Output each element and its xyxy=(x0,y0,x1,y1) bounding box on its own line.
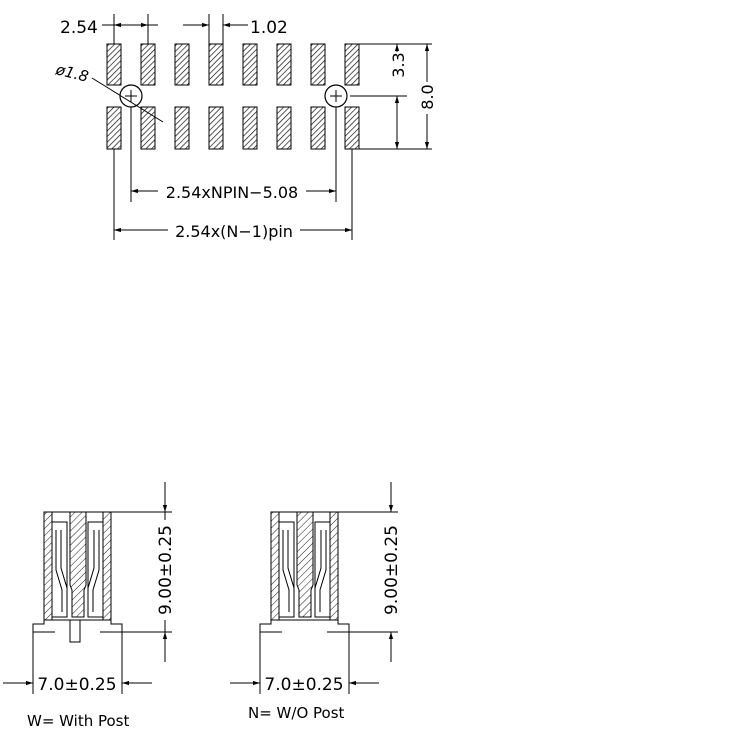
post-hole-left xyxy=(119,84,143,108)
foot-right xyxy=(100,620,123,633)
overall-height-label: 8.0 xyxy=(418,84,437,109)
housing-wall-left xyxy=(43,511,53,621)
contact-right xyxy=(319,530,327,612)
diameter-label: ø1.8 xyxy=(53,60,90,86)
board-post xyxy=(69,619,81,643)
pad xyxy=(276,43,292,86)
foot-left xyxy=(259,620,282,633)
diameter-leader xyxy=(91,77,164,123)
contact-left xyxy=(282,530,290,612)
pad xyxy=(242,43,258,86)
row-spacing-label: 3.3 xyxy=(389,52,408,77)
pad xyxy=(174,106,190,150)
height-label-w: 9.00±0.25 xyxy=(156,525,176,615)
post-span-dimension xyxy=(130,107,337,202)
pad xyxy=(208,106,224,150)
pad-row-bottom xyxy=(106,106,360,150)
caption-without-post: N= W/O Post xyxy=(248,704,345,722)
height-label-n: 9.00±0.25 xyxy=(382,525,402,615)
post-hole-right xyxy=(324,84,348,108)
overall-span-dimension xyxy=(113,149,353,240)
pad xyxy=(276,106,292,150)
pad xyxy=(106,106,122,150)
width-dimension-w xyxy=(3,632,152,694)
center-rib xyxy=(69,511,87,618)
width-dimension-n xyxy=(230,632,379,694)
pad xyxy=(106,43,122,86)
width-label-w: 7.0±0.25 xyxy=(37,675,116,695)
pad-width-label: 1.02 xyxy=(250,18,288,38)
pad xyxy=(174,43,190,86)
post-span-label: 2.54xNPIN−5.08 xyxy=(166,183,298,202)
foot-right xyxy=(327,620,350,633)
overall-span-label: 2.54x(N−1)pin xyxy=(175,222,293,241)
height-dimension-w xyxy=(111,482,172,662)
center-rib xyxy=(296,511,314,618)
height-dimension-n xyxy=(338,482,398,662)
pad xyxy=(208,43,224,86)
pad xyxy=(344,43,360,86)
pad xyxy=(242,106,258,150)
pad-width-dimension xyxy=(183,14,248,44)
pad xyxy=(140,43,156,86)
housing-wall-left xyxy=(270,511,280,621)
pad xyxy=(310,106,326,150)
foot-left xyxy=(32,620,55,633)
pitch-dimension xyxy=(102,14,158,44)
pad xyxy=(310,43,326,86)
pad xyxy=(140,106,156,150)
housing-wall-right xyxy=(102,511,112,621)
top-view: 2.54 1.02 ø1.8 3.3 8.0 xyxy=(53,14,437,241)
pad-row-top xyxy=(106,43,360,86)
side-view-without-post: 9.00±0.25 7.0±0.25 N= W/O Post xyxy=(230,482,402,722)
contact-right xyxy=(92,530,100,612)
contact-left xyxy=(55,530,63,612)
housing-wall-right xyxy=(329,511,339,621)
pad xyxy=(344,106,360,150)
caption-with-post: W= With Post xyxy=(27,712,129,730)
pitch-label: 2.54 xyxy=(60,18,98,38)
width-label-n: 7.0±0.25 xyxy=(264,675,343,695)
side-view-with-post: 9.00±0.25 7.0±0.25 W= With Post xyxy=(3,482,176,730)
